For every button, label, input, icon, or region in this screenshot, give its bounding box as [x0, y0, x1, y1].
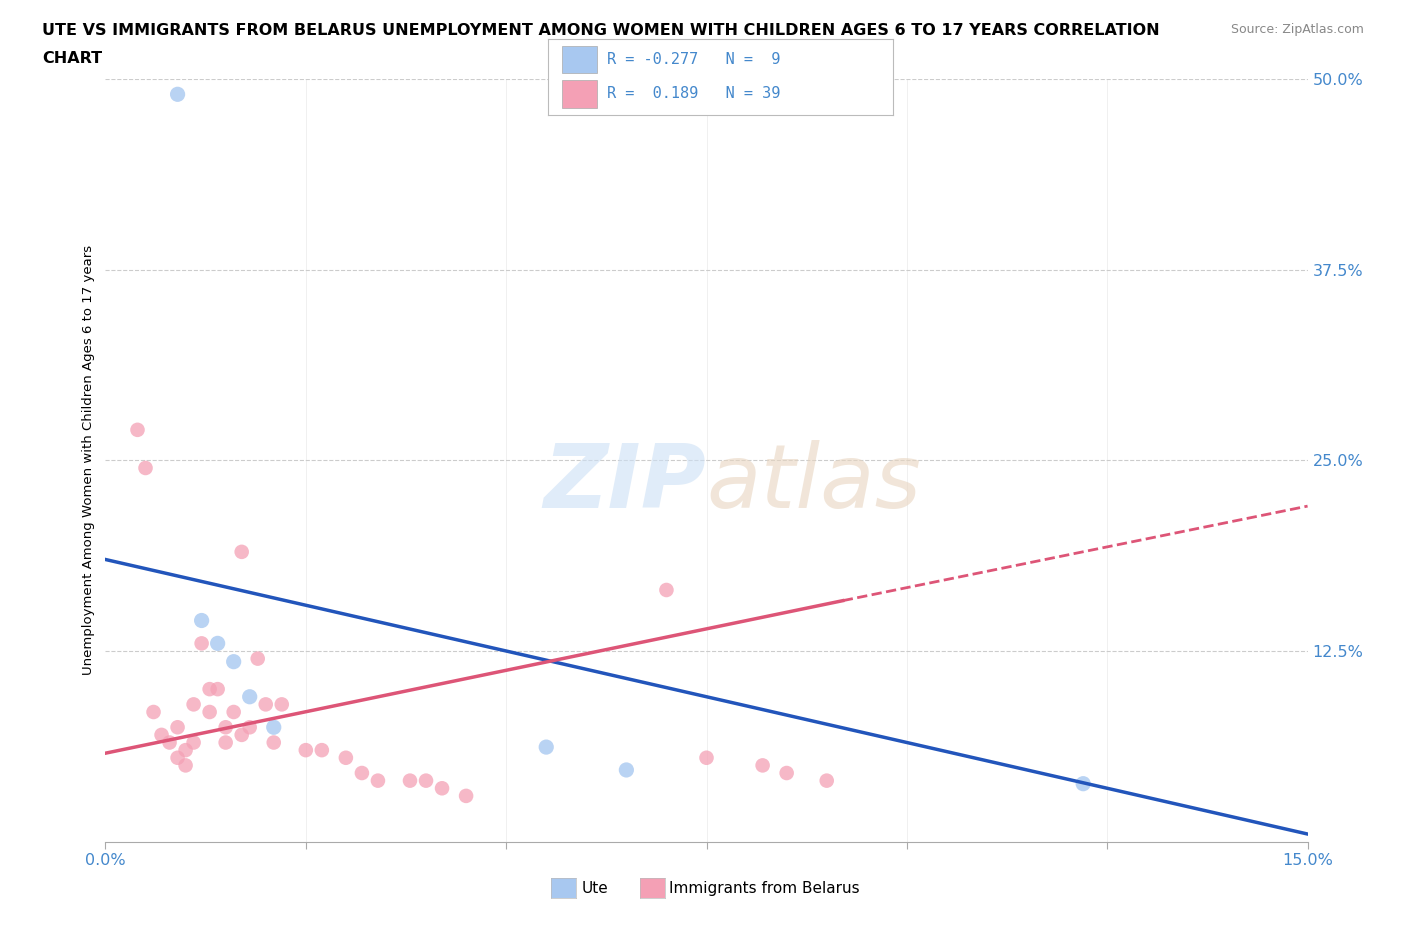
Point	[127, 422, 149, 437]
Point	[207, 682, 229, 697]
Text: Source: ZipAtlas.com: Source: ZipAtlas.com	[1230, 23, 1364, 36]
Point	[207, 636, 229, 651]
Point	[174, 743, 197, 758]
Point	[254, 697, 277, 711]
Point	[350, 765, 373, 780]
Point	[815, 773, 838, 788]
Point	[335, 751, 357, 765]
Point	[166, 86, 188, 101]
Point	[190, 613, 212, 628]
Bar	[562, 80, 596, 108]
Point	[231, 727, 253, 742]
Point	[166, 751, 188, 765]
Point	[183, 697, 205, 711]
Point	[295, 743, 318, 758]
Point	[534, 739, 557, 754]
Text: atlas: atlas	[707, 440, 921, 526]
Point	[239, 720, 262, 735]
Text: ZIP: ZIP	[544, 440, 707, 526]
Point	[222, 705, 245, 720]
Point	[166, 720, 188, 735]
Point	[214, 735, 236, 750]
Point	[222, 654, 245, 669]
Point	[454, 789, 477, 804]
Point	[367, 773, 389, 788]
Point	[1071, 777, 1094, 791]
Point	[399, 773, 422, 788]
Text: Ute: Ute	[582, 881, 609, 896]
Point	[183, 735, 205, 750]
Point	[174, 758, 197, 773]
Point	[430, 781, 453, 796]
Point	[415, 773, 437, 788]
Point	[751, 758, 773, 773]
Point	[270, 697, 292, 711]
Bar	[562, 46, 596, 73]
Point	[263, 735, 285, 750]
Point	[311, 743, 333, 758]
Point	[150, 727, 173, 742]
Point	[142, 705, 165, 720]
Point	[616, 763, 638, 777]
Point	[198, 705, 221, 720]
Y-axis label: Unemployment Among Women with Children Ages 6 to 17 years: Unemployment Among Women with Children A…	[82, 246, 96, 675]
Text: R = -0.277   N =  9: R = -0.277 N = 9	[607, 52, 780, 67]
Text: R =  0.189   N = 39: R = 0.189 N = 39	[607, 86, 780, 101]
Point	[655, 582, 678, 597]
Point	[135, 460, 157, 475]
Point	[246, 651, 269, 666]
Point	[198, 682, 221, 697]
Point	[159, 735, 181, 750]
Point	[263, 720, 285, 735]
Point	[239, 689, 262, 704]
Text: CHART: CHART	[42, 51, 103, 66]
Point	[214, 720, 236, 735]
Text: UTE VS IMMIGRANTS FROM BELARUS UNEMPLOYMENT AMONG WOMEN WITH CHILDREN AGES 6 TO : UTE VS IMMIGRANTS FROM BELARUS UNEMPLOYM…	[42, 23, 1160, 38]
Text: Immigrants from Belarus: Immigrants from Belarus	[669, 881, 860, 896]
Point	[190, 636, 212, 651]
Point	[231, 544, 253, 559]
Point	[776, 765, 799, 780]
Point	[696, 751, 718, 765]
